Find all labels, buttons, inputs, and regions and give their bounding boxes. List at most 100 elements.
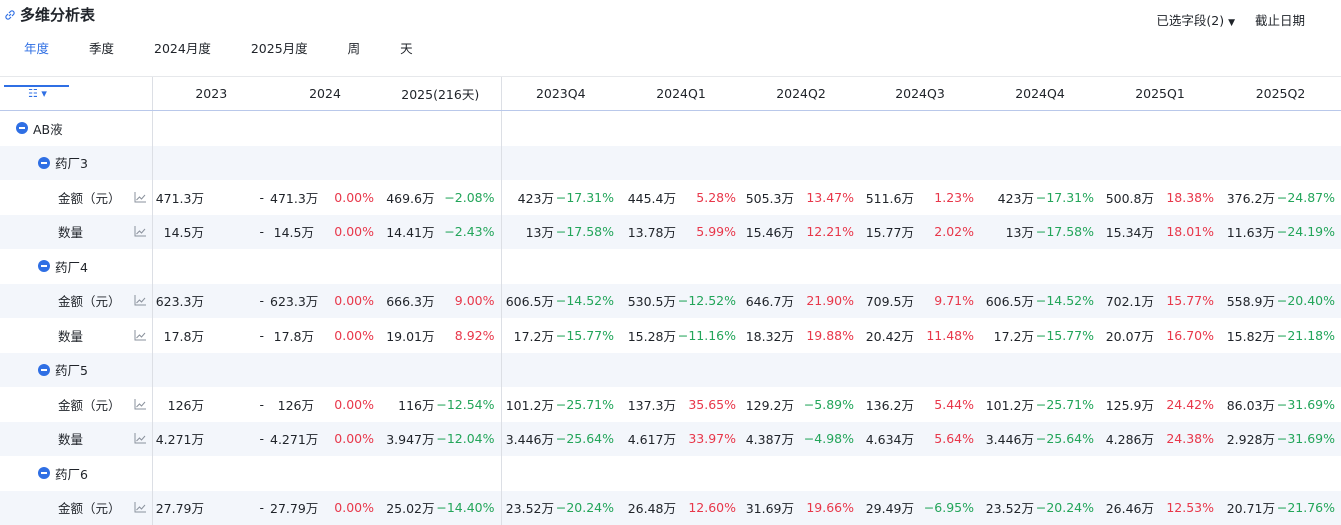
collapse-toggle[interactable] [16,122,28,135]
tab[interactable]: 2024月度 [154,41,211,56]
cell-content: 445.4万 5.28% [620,188,742,207]
cell-change: 8.92% [454,327,495,343]
tab[interactable]: 天 [400,41,413,56]
cell-value: 666.3万 [386,294,435,310]
trend-icon[interactable] [134,329,146,341]
cell-change: 0.00% [334,327,374,343]
data-cell: 606.5万 −14.52% [980,283,1100,318]
cell-value: 445.4万 [627,190,676,206]
cell-content: 116万 −12.54% [380,395,501,414]
cell-value: 18.32万 [745,328,794,344]
subgroup-label: 药厂6 [0,464,152,483]
collapse-toggle[interactable] [38,363,50,376]
cell-value: 423万 [997,190,1034,206]
cell-value: 4.286万 [1105,432,1154,448]
trend-icon[interactable] [134,191,146,203]
cell-content: 17.2万 −15.77% [980,326,1100,345]
data-cell: 17.8万 0.00% [270,318,380,353]
cell-content: 4.387万 −4.98% [742,429,860,448]
cell-content: 646.7万 21.90% [742,291,860,310]
trend-icon[interactable] [134,502,146,513]
subgroup-label: 药厂4 [0,257,152,276]
tab[interactable]: 季度 [89,41,115,56]
data-cell: 471.3万 - [151,180,270,215]
cell-change: −21.18% [1276,327,1335,343]
data-cell: 530.5万 −12.52% [620,283,742,318]
tab[interactable]: 2025月度 [250,41,308,56]
cell-change: 18.01% [1166,224,1214,240]
data-cell: 3.446万 −25.64% [500,421,620,456]
cell-change: −17.31% [555,189,614,205]
cell-value: 11.63万 [1226,225,1275,241]
data-cell: 13万 −17.58% [980,214,1100,249]
cell-value: 14.5万 [273,225,314,241]
data-cell: 606.5万 −14.52% [500,283,621,318]
cell-content: 14.41万 −2.43% [380,222,501,241]
empty-cell [380,145,501,180]
cell-value: 126万 [277,397,314,413]
metric-label-cell: 数量 [0,214,152,249]
cell-change: −25.64% [1035,431,1094,447]
subgroup-label-text: 药厂5 [55,363,88,379]
cell-change: 12.21% [806,224,854,240]
cell-value: 606.5万 [985,294,1034,310]
cell-content: 4.617万 33.97% [620,429,742,448]
field-selector[interactable]: 已选字段(2) ▼ [1156,10,1235,29]
cell-value: 606.5万 [505,294,554,310]
subgroup-row: 药厂5 [0,352,1341,387]
subgroup-label-text: 药厂3 [55,156,88,172]
empty-cell [151,249,270,284]
cell-value: 101.2万 [505,397,554,413]
cell-value: 17.2万 [993,328,1034,344]
empty-cell [270,456,380,491]
field-selector-text: 已选字段(2) [1156,13,1225,28]
trend-icon[interactable] [134,398,146,410]
caret: ▼ [1228,18,1235,28]
cell-value: 4.271万 [270,432,319,448]
cell-change: −25.71% [1035,396,1094,412]
empty-cell [380,456,501,491]
cell-change: 9.71% [934,293,974,309]
cell-value: 4.634万 [865,432,914,448]
cell-change: −2.08% [444,189,495,205]
cell-content: 129.2万 −5.89% [742,395,860,414]
cell-change: - [259,396,264,412]
tab[interactable]: 年度 [3,34,70,87]
cell-value: 4.617万 [627,432,676,448]
cell-value: 23.52万 [985,501,1034,517]
subgroup-label-text: 药厂6 [55,466,88,482]
collapse-toggle[interactable] [38,260,50,273]
metric-row: 金额（元） 471.3万 -471.3万 0.00% 469.6万 −2.08% 423万 −… [0,180,1341,215]
cell-value: 14.41万 [386,225,435,241]
metric-row: 金额（元） 126万 -126万 0.00% 116万 −12.54% 101.2万 −25.… [0,387,1341,422]
cell-content: 31.69万 19.66% [742,498,860,517]
cell-value: 27.79万 [155,501,204,517]
cell-value: 27.79万 [270,501,319,517]
cell-content: 20.42万 11.48% [860,326,980,345]
cell-change: −15.77% [1035,327,1094,343]
metric-row: 金额（元） 27.79万 -27.79万 0.00% 25.02万 −14.40% 23.5… [0,490,1341,525]
trend-icon[interactable] [134,433,146,444]
data-cell: 558.9万 −20.40% [1220,283,1341,318]
empty-cell [1100,352,1220,387]
cell-change: 2.02% [934,224,974,240]
cell-value: 25.02万 [386,501,435,517]
data-cell: 4.286万 24.38% [1100,421,1220,456]
tab[interactable]: 周 [347,41,361,56]
trend-icon[interactable] [134,226,146,237]
cell-value: 17.2万 [513,328,554,344]
trend-icon[interactable] [134,295,146,306]
cutoff-date[interactable]: 截止日期 [1254,13,1305,28]
subgroup-row: 药厂4 [0,249,1341,284]
collapse-toggle[interactable] [38,156,50,169]
row-header-corner[interactable]: ☷ ▾ [0,77,152,111]
metric-row: 数量 17.8万 -17.8万 0.00% 19.01万 8.92% 17.2万 −15.77… [0,318,1341,353]
data-cell: 125.9万 24.42% [1100,387,1220,422]
cell-content: 17.8万 0.00% [270,326,380,345]
collapse-toggle[interactable] [38,467,50,480]
cell-content: 606.5万 −14.52% [502,291,621,310]
empty-cell [151,110,270,146]
data-cell: 471.3万 0.00% [270,180,380,215]
cell-change: 24.42% [1166,396,1214,412]
cell-value: 702.1万 [1105,294,1154,310]
